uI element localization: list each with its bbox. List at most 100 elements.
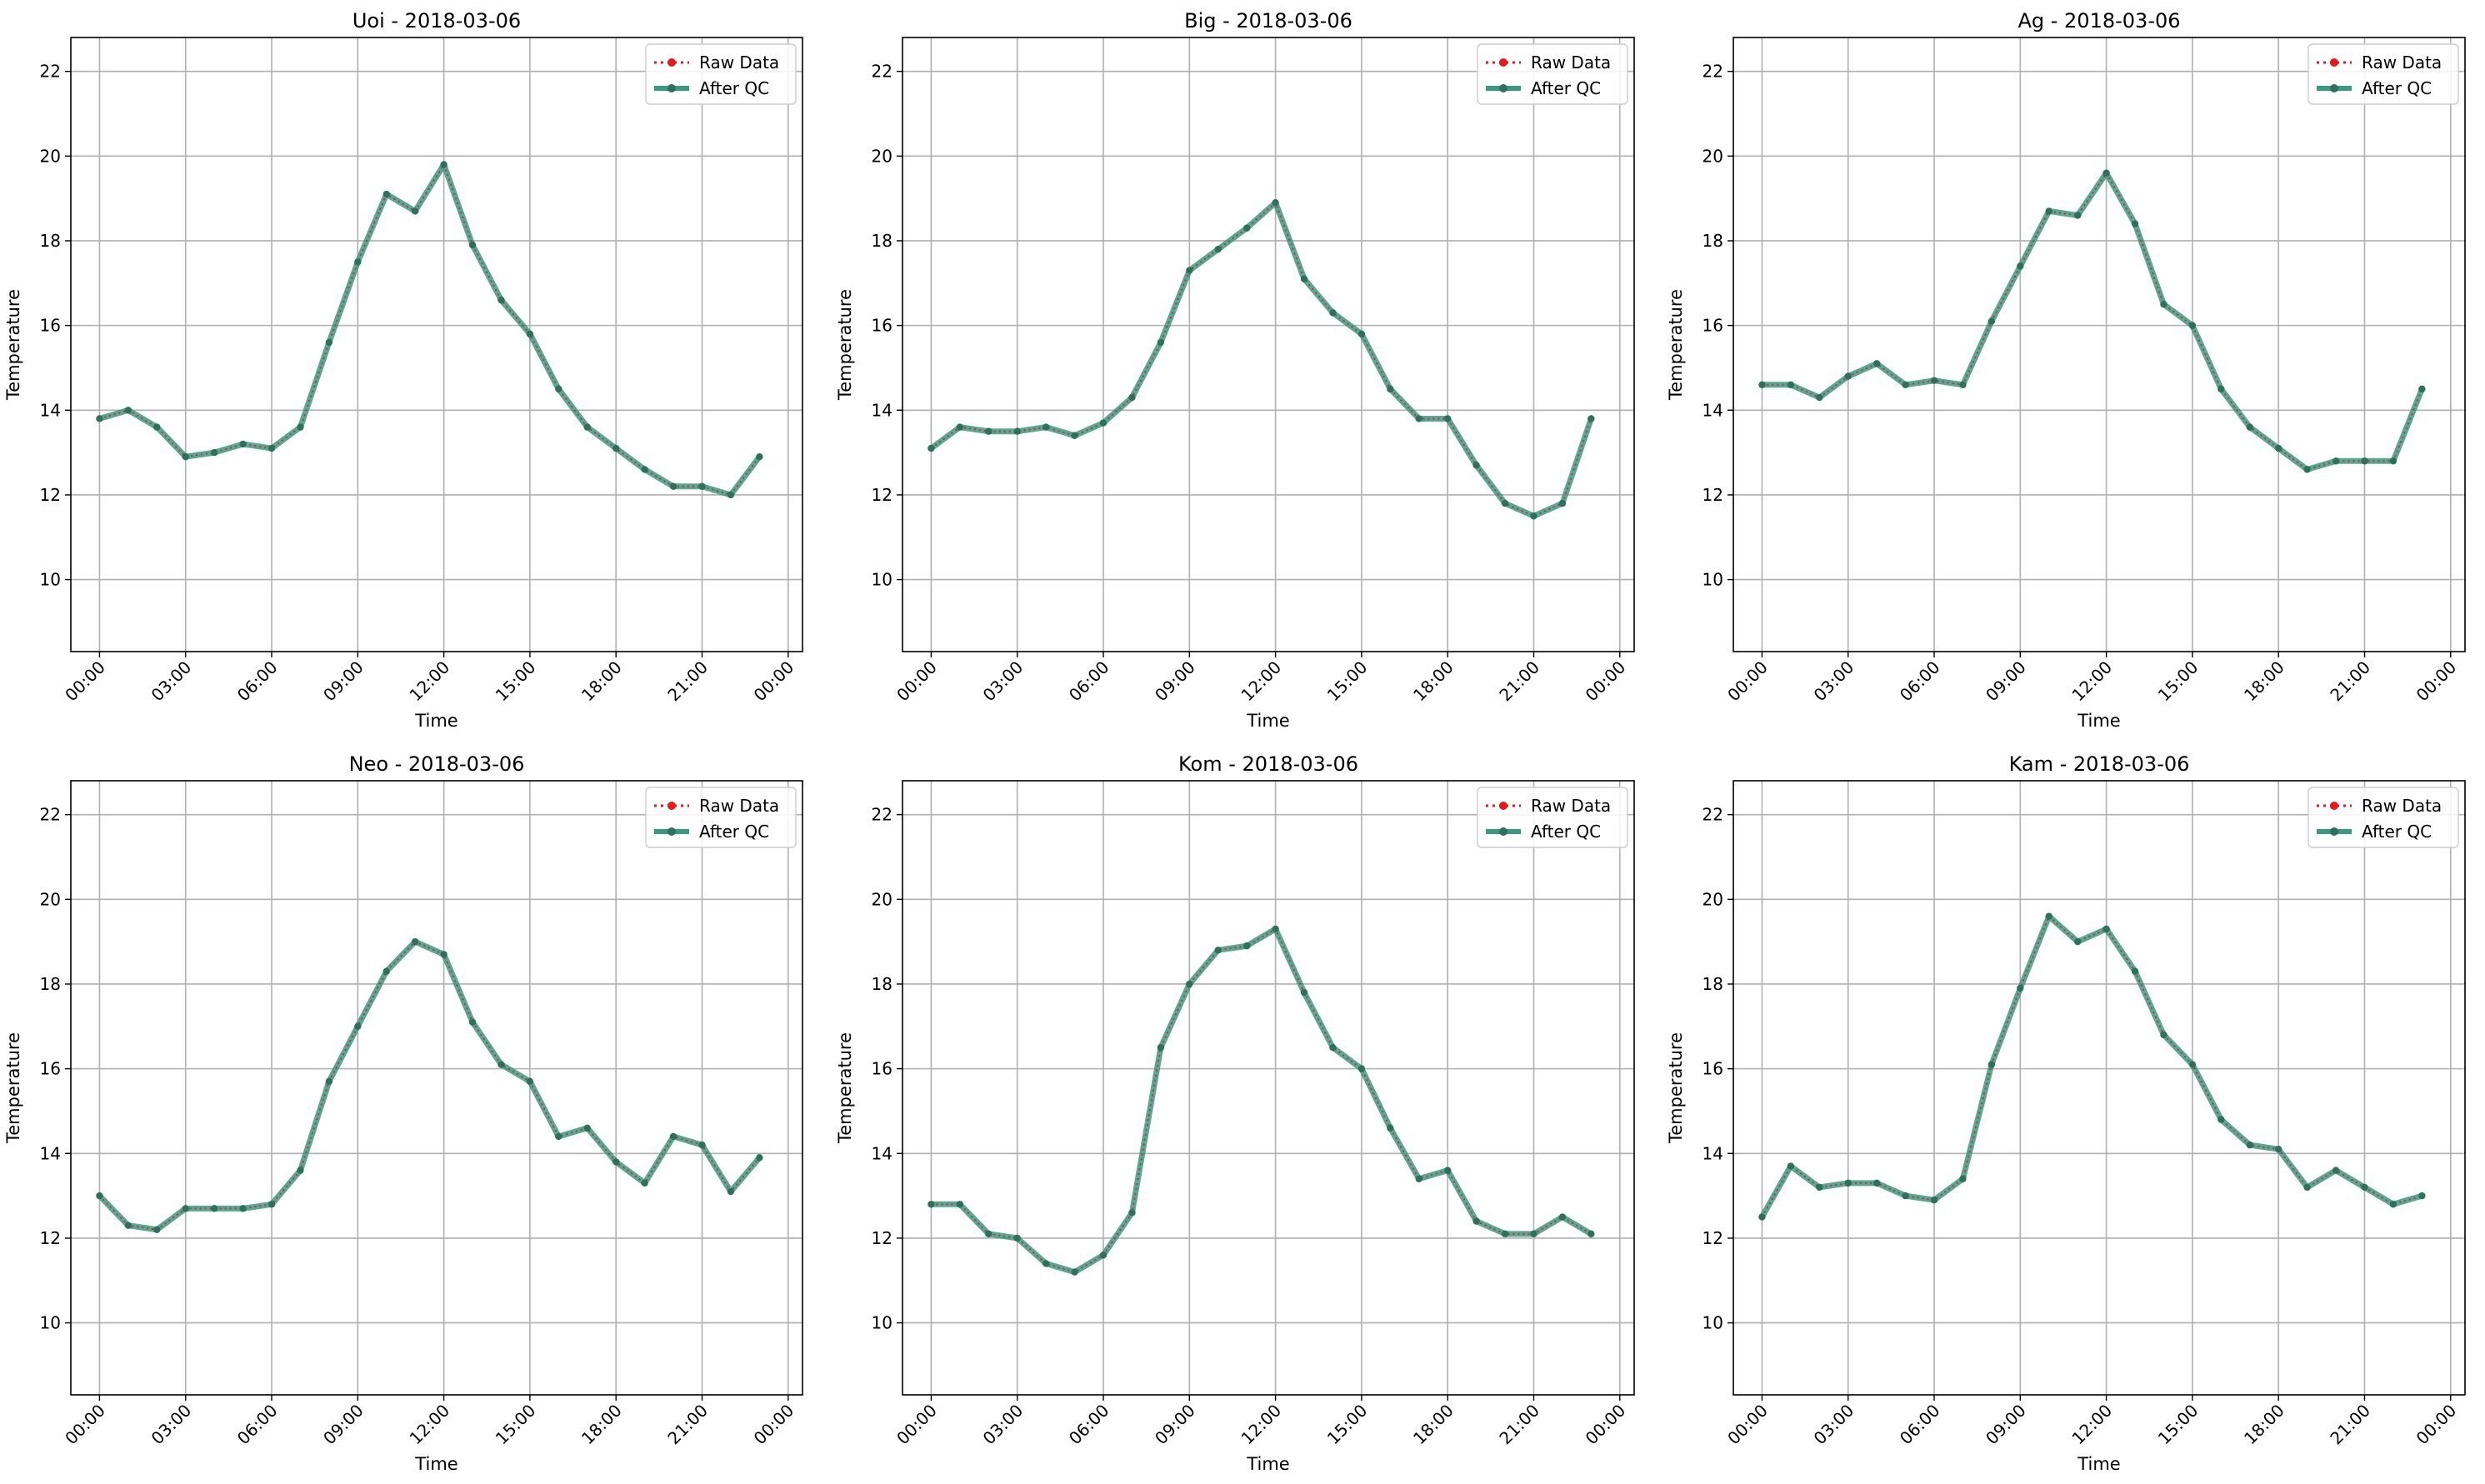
y-tick-label: 14	[1702, 1143, 1723, 1163]
data-point	[1472, 1217, 1480, 1225]
x-tick-label: 15:00	[492, 1401, 540, 1449]
data-point	[2017, 984, 2024, 992]
legend: Raw Data After QC	[2308, 43, 2459, 105]
chart-panel: 10 12 14 16 18 20 22 00:00 03:00 06:00 09:00 12:00 1…	[835, 752, 1635, 1474]
y-tick-label: 18	[872, 231, 892, 251]
data-point	[1387, 385, 1394, 393]
x-tick-label: 00:00	[892, 657, 941, 706]
data-point	[2160, 301, 2168, 308]
x-tick-label: 18:00	[1409, 657, 1458, 706]
x-tick-label: 12:00	[1237, 657, 1285, 706]
data-point	[1300, 988, 1308, 997]
legend: Raw Data After QC	[1477, 787, 1628, 848]
x-tick-label: 09:00	[319, 657, 368, 706]
data-point	[1071, 432, 1078, 439]
data-point	[669, 1132, 678, 1141]
y-tick-label: 14	[872, 400, 892, 420]
data-point	[1157, 338, 1165, 347]
data-point	[1530, 512, 1538, 520]
y-tick-label: 20	[40, 889, 61, 909]
axes-frame	[902, 780, 1635, 1396]
legend: Raw Data After QC	[645, 43, 797, 105]
data-point	[2160, 1031, 2168, 1039]
x-tick-label: 03:00	[979, 1401, 1028, 1449]
data-point	[239, 440, 247, 448]
data-point	[2389, 1201, 2398, 1208]
legend: Raw Data After QC	[1477, 43, 1628, 105]
x-axis-label: Time	[414, 1454, 458, 1474]
data-point	[124, 1222, 132, 1229]
x-tick-label: 12:00	[2068, 1401, 2116, 1449]
data-point	[2274, 1146, 2282, 1153]
data-point	[2332, 1167, 2340, 1174]
legend-qc-label: After QC	[1531, 822, 1601, 842]
data-point	[297, 423, 304, 431]
data-point	[928, 444, 935, 452]
x-tick-label: 00:00	[1582, 1401, 1630, 1449]
x-tick-label: 12:00	[1237, 1401, 1285, 1449]
legend-qc-label: After QC	[1531, 78, 1601, 98]
legend: Raw Data After QC	[2308, 787, 2459, 848]
series-raw-data-line	[930, 201, 1592, 517]
data-point	[1501, 499, 1509, 507]
y-tick-label: 16	[872, 316, 892, 336]
y-tick-label: 18	[40, 231, 61, 251]
data-point	[1588, 415, 1595, 422]
data-point	[268, 444, 276, 452]
data-point	[2218, 385, 2225, 393]
y-axis-label: Temperature	[1666, 1032, 1686, 1144]
x-tick-label: 06:00	[1896, 1401, 1944, 1449]
data-point	[1272, 925, 1279, 933]
y-tick-label: 10	[1702, 570, 1723, 590]
x-tick-label: 15:00	[2154, 1401, 2202, 1449]
legend-qc-marker	[2330, 827, 2338, 836]
data-point	[1558, 1213, 1567, 1221]
data-point	[1415, 1175, 1422, 1182]
x-tick-label: 09:00	[1982, 657, 2030, 706]
data-point	[956, 423, 964, 431]
data-point	[1272, 199, 1279, 207]
data-point	[2418, 1192, 2426, 1200]
data-point	[1071, 1268, 1078, 1276]
data-point	[382, 967, 390, 975]
data-point	[1358, 330, 1366, 337]
data-point	[96, 1192, 103, 1200]
series-raw-data-line	[1761, 914, 2422, 1218]
data-point	[2332, 457, 2340, 465]
x-axis-label: Time	[1246, 1454, 1289, 1474]
data-point	[440, 161, 448, 168]
data-point	[1329, 309, 1337, 317]
x-tick-label: 18:00	[2240, 1401, 2288, 1449]
y-tick-label: 20	[872, 889, 892, 909]
x-tick-label: 18:00	[578, 1401, 626, 1449]
y-tick-label: 16	[1702, 316, 1723, 336]
y-tick-label: 20	[1702, 146, 1723, 166]
data-point	[2045, 207, 2052, 215]
data-point	[1872, 1179, 1881, 1187]
y-tick-label: 22	[40, 805, 61, 825]
y-tick-label: 18	[1702, 974, 1723, 994]
data-point	[698, 1141, 706, 1149]
y-tick-label: 14	[40, 1143, 61, 1163]
data-point	[354, 258, 362, 266]
y-axis-label: Temperature	[3, 289, 23, 401]
y-axis-label: Temperature	[3, 1032, 23, 1144]
data-point	[1013, 427, 1021, 435]
y-tick-label: 10	[1702, 1313, 1723, 1333]
data-point	[2218, 1116, 2225, 1123]
data-point	[612, 444, 620, 452]
y-tick-label: 12	[1702, 1228, 1723, 1248]
legend-qc-label: After QC	[2362, 78, 2432, 98]
x-tick-label: 18:00	[1409, 1401, 1458, 1449]
data-point	[268, 1201, 276, 1208]
data-point	[1387, 1124, 1394, 1132]
data-point	[526, 1077, 534, 1086]
data-point	[382, 190, 390, 198]
series-raw-data-line	[98, 940, 761, 1231]
chart-title: Uoi - 2018-03-06	[352, 9, 521, 32]
y-tick-label: 14	[40, 400, 61, 420]
data-point	[1758, 381, 1766, 388]
chart-panel: 10 12 14 16 18 20 22 00:00 03:00 06:00 09:00 12:00 1…	[3, 9, 803, 731]
data-point	[1242, 224, 1251, 232]
data-point	[210, 448, 218, 457]
